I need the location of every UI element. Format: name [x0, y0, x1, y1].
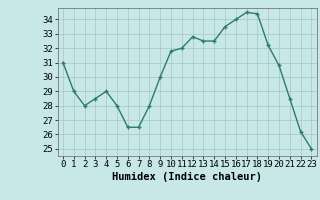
X-axis label: Humidex (Indice chaleur): Humidex (Indice chaleur): [112, 172, 262, 182]
